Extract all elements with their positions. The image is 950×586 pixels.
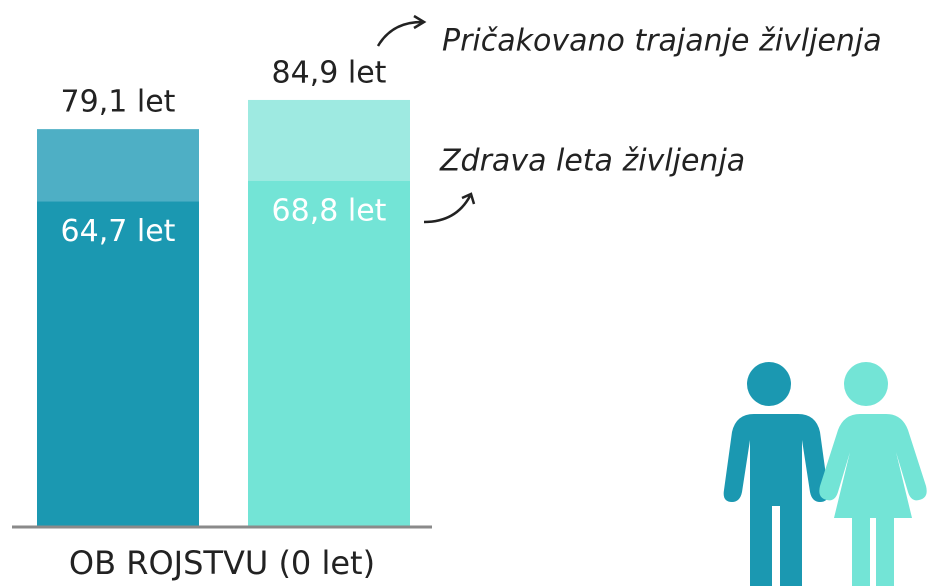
- male-icon: [723, 362, 829, 586]
- arrow: [376, 20, 423, 47]
- female-icon: [819, 362, 927, 586]
- bar: [248, 180, 410, 527]
- arrow-head: [413, 14, 427, 30]
- annotation: Pričakovano trajanje življenja: [442, 24, 882, 59]
- bar: [37, 201, 199, 527]
- bars: [37, 99, 410, 527]
- data-label: 84,9 let: [272, 55, 387, 90]
- annotation: Zdrava leta življenja: [439, 144, 745, 179]
- arrow: [423, 195, 472, 224]
- x-axis-label: OB ROJSTVU (0 let): [69, 544, 375, 582]
- data-label: 79,1 let: [61, 85, 176, 120]
- arrow-head: [461, 192, 476, 205]
- data-label: 68,8 let: [272, 193, 387, 228]
- data-label: 64,7 let: [61, 214, 176, 249]
